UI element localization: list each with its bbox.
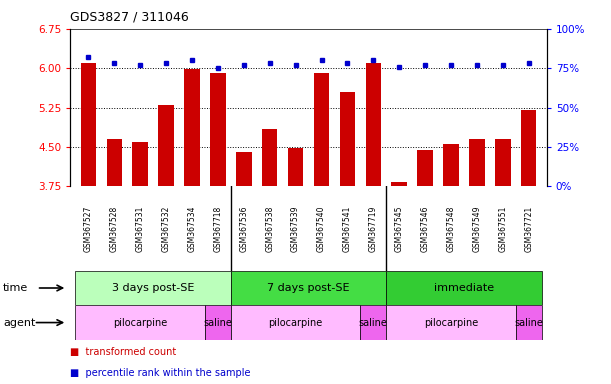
Text: GSM367541: GSM367541 (343, 205, 352, 252)
Bar (521, 110, 536, 186)
Text: GSM367538: GSM367538 (265, 205, 274, 252)
Text: GSM367549: GSM367549 (472, 205, 481, 252)
Text: GSM367721: GSM367721 (524, 205, 533, 252)
Text: immediate: immediate (434, 283, 494, 293)
Text: GDS3827 / 311046: GDS3827 / 311046 (70, 11, 189, 24)
Text: GSM367531: GSM367531 (136, 205, 145, 252)
Text: GSM367718: GSM367718 (213, 205, 222, 252)
Bar (185, 69, 200, 186)
Text: 7 days post-SE: 7 days post-SE (267, 283, 350, 293)
Bar (236, 152, 252, 186)
Text: GSM367527: GSM367527 (84, 205, 93, 252)
Bar (360, 305, 386, 340)
Bar (81, 63, 96, 186)
Text: GSM367546: GSM367546 (420, 205, 430, 252)
Text: GSM367719: GSM367719 (369, 205, 378, 252)
Text: agent: agent (3, 318, 35, 328)
Bar (106, 139, 122, 186)
Text: GSM367551: GSM367551 (499, 205, 507, 252)
Bar (205, 305, 231, 340)
Bar (386, 271, 542, 305)
Bar (288, 149, 304, 186)
Bar (417, 150, 433, 186)
Bar (133, 142, 148, 186)
Text: GSM367539: GSM367539 (291, 205, 300, 252)
Text: pilocarpine: pilocarpine (424, 318, 478, 328)
Bar (443, 144, 459, 186)
Bar (313, 73, 329, 186)
Bar (262, 129, 277, 186)
Bar (231, 271, 386, 305)
Text: GSM367528: GSM367528 (110, 205, 119, 252)
Bar (469, 139, 485, 186)
Text: pilocarpine: pilocarpine (268, 318, 323, 328)
Text: GSM367548: GSM367548 (447, 205, 456, 252)
Bar (392, 182, 407, 186)
Bar (210, 73, 225, 186)
Bar (386, 305, 516, 340)
Bar (75, 271, 231, 305)
Bar (495, 139, 511, 186)
Text: GSM367534: GSM367534 (188, 205, 197, 252)
Text: GSM367540: GSM367540 (317, 205, 326, 252)
Text: saline: saline (514, 318, 543, 328)
Text: GSM367545: GSM367545 (395, 205, 404, 252)
Bar (231, 305, 360, 340)
Text: saline: saline (359, 318, 388, 328)
Bar (516, 305, 542, 340)
Text: GSM367536: GSM367536 (240, 205, 248, 252)
Text: pilocarpine: pilocarpine (113, 318, 167, 328)
Text: time: time (3, 283, 28, 293)
Text: ■  percentile rank within the sample: ■ percentile rank within the sample (70, 368, 251, 379)
Bar (340, 92, 355, 186)
Text: ■  transformed count: ■ transformed count (70, 347, 177, 358)
Text: 3 days post-SE: 3 days post-SE (112, 283, 194, 293)
Text: saline: saline (203, 318, 232, 328)
Bar (75, 305, 205, 340)
Text: GSM367532: GSM367532 (161, 205, 170, 252)
Bar (365, 63, 381, 186)
Bar (158, 105, 174, 186)
